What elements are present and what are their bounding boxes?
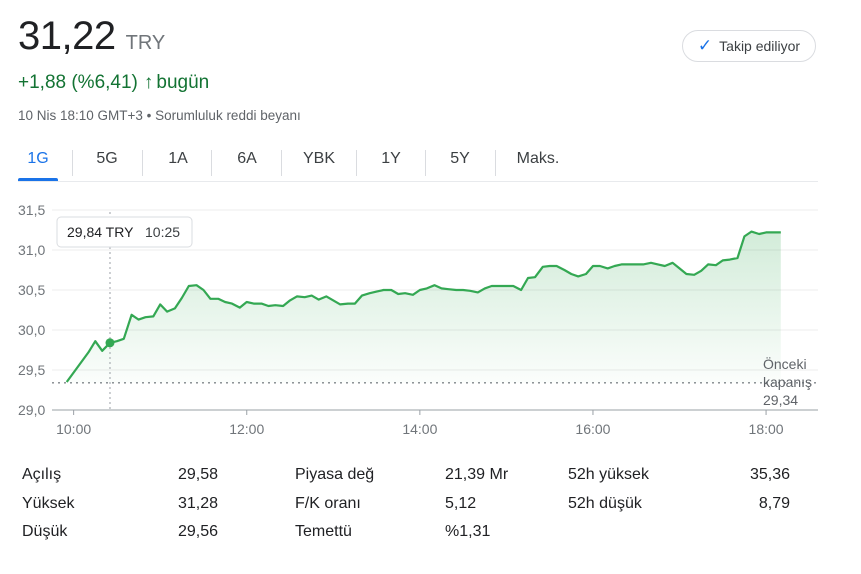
x-tick-label: 16:00: [575, 421, 610, 437]
tab-ytd[interactable]: YBK: [302, 150, 335, 167]
stat-label-high: Yüksek: [22, 495, 75, 512]
x-tick-label: 10:00: [56, 421, 91, 437]
tab-divider: [281, 150, 282, 176]
stat-label-52w-high: 52h yüksek: [568, 466, 649, 483]
tabs-baseline: [18, 181, 818, 182]
tooltip-time: 10:25: [145, 224, 180, 240]
y-tick-label: 30,5: [18, 282, 45, 298]
tab-max[interactable]: Maks.: [516, 150, 560, 167]
stat-label-dividend: Temettü: [295, 523, 352, 540]
tab-5y[interactable]: 5Y: [450, 150, 470, 167]
range-tabs: 1G 5G 1A 6A YBK 1Y 5Y Maks.: [0, 140, 861, 184]
y-tick-label: 31,0: [18, 242, 45, 258]
follow-button[interactable]: ✓ Takip ediliyor: [682, 30, 816, 62]
x-tick-label: 14:00: [402, 421, 437, 437]
tab-divider: [211, 150, 212, 176]
y-tick-label: 29,0: [18, 402, 45, 418]
check-icon: ✓: [697, 36, 713, 55]
stat-value-dividend: %1,31: [445, 523, 491, 540]
tab-6m[interactable]: 6A: [237, 150, 257, 167]
stat-value-market-cap: 21,39 Mr: [445, 466, 509, 483]
previous-close-label: Önceki kapanış 29,34: [763, 355, 812, 408]
stat-value-high: 31,28: [177, 495, 218, 512]
x-tick-label: 12:00: [229, 421, 264, 437]
change-value: +1,88 (%6,41): [18, 72, 138, 93]
tab-1d[interactable]: 1G: [27, 150, 49, 167]
tab-5d[interactable]: 5G: [96, 150, 118, 167]
tab-divider: [72, 150, 73, 176]
y-tick-label: 31,5: [18, 202, 45, 218]
stat-value-52w-low: 8,79: [758, 495, 790, 512]
arrow-up-icon: ↑: [143, 72, 154, 93]
stat-value-open: 29,58: [177, 466, 218, 483]
prev-close-label-line2: kapanış: [763, 374, 812, 390]
follow-button-label: Takip ediliyor: [719, 38, 801, 54]
tab-1m[interactable]: 1A: [168, 150, 188, 167]
stat-value-low: 29,56: [177, 523, 218, 540]
price-line: [65, 230, 781, 383]
y-tick-label: 29,5: [18, 362, 45, 378]
tab-divider: [495, 150, 496, 176]
price-change: +1,88 (%6,41) ↑ bugün: [18, 72, 209, 94]
tab-1y[interactable]: 1Y: [381, 150, 401, 167]
stat-value-pe-ratio: 5,12: [445, 495, 477, 512]
prev-close-label-line1: Önceki: [763, 355, 807, 372]
y-tick-label: 30,0: [18, 322, 45, 338]
price-tooltip: 29,84 TRY 10:25: [56, 216, 193, 248]
quote-timestamp: 10 Nis 18:10 GMT+3 • Sorumluluk reddi be…: [18, 108, 301, 123]
x-tick-label: 18:00: [749, 421, 784, 437]
stat-label-open: Açılış: [22, 466, 62, 483]
active-tab-indicator: [18, 178, 58, 181]
tab-divider: [356, 150, 357, 176]
tooltip-price: 29,84 TRY: [67, 224, 134, 240]
price-chart[interactable]: 31,5 31,0 30,5 30,0 29,5 29,0 10:00 12:00 14:00…: [0, 190, 861, 440]
price-header: 31,22 TRY: [18, 14, 165, 59]
stat-value-52w-high: 35,36: [749, 466, 790, 483]
currency-label: TRY: [125, 32, 166, 54]
x-axis: 10:00 12:00 14:00 16:00 18:00: [52, 409, 818, 437]
price-area-fill: [66, 231, 781, 383]
stat-label-low: Düşük: [22, 523, 68, 540]
y-axis-labels: 31,5 31,0 30,5 30,0 29,5 29,0: [18, 202, 45, 418]
stat-label-52w-low: 52h düşük: [568, 495, 642, 512]
prev-close-value: 29,34: [763, 392, 798, 408]
change-period: bugün: [156, 72, 210, 93]
hover-point: [105, 338, 115, 348]
tab-divider: [142, 150, 143, 176]
stat-label-pe-ratio: F/K oranı: [295, 495, 361, 512]
current-price: 31,22: [18, 14, 116, 58]
tab-divider: [425, 150, 426, 176]
stat-label-market-cap: Piyasa değ: [295, 466, 375, 483]
